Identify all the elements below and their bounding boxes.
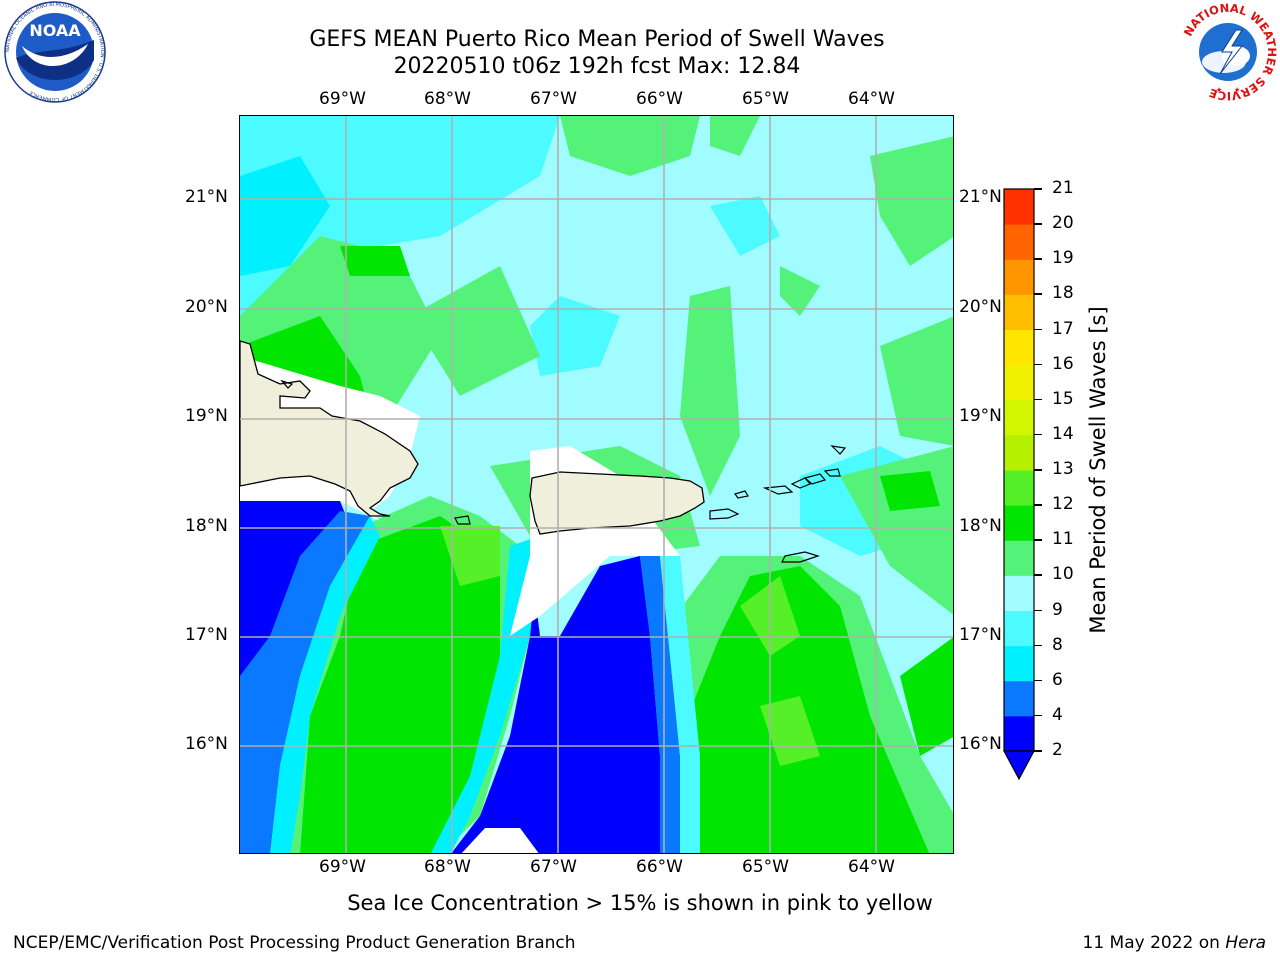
colorbar-under-arrow xyxy=(1002,750,1036,781)
swell-period-contours xyxy=(240,116,953,853)
colorbar-tick-label: 14 xyxy=(1052,423,1074,444)
colorbar-tick-label: 10 xyxy=(1052,564,1074,585)
colorbar-tick xyxy=(1034,188,1042,190)
lon-label-bottom-68w: 68°W xyxy=(424,857,471,877)
virgin-islands xyxy=(280,379,847,563)
lon-label-bottom-65w: 65°W xyxy=(742,857,789,877)
colorbar-segment xyxy=(1004,259,1034,295)
lon-label-top-67w: 67°W xyxy=(530,89,577,109)
lon-label-bottom-66w: 66°W xyxy=(636,857,683,877)
lat-label-right-21n: 21°N xyxy=(959,187,1002,207)
colorbar-segment xyxy=(1004,434,1034,471)
colorbar-segment xyxy=(1004,505,1034,541)
colorbar-segment xyxy=(1004,329,1034,366)
graticule xyxy=(240,116,953,853)
colorbar-tick xyxy=(1034,609,1042,611)
colorbar-tick xyxy=(1034,644,1042,647)
colorbar-segment xyxy=(1004,645,1034,682)
svg-text:★: ★ xyxy=(1216,86,1222,94)
noaa-text: NOAA xyxy=(29,21,81,40)
colorbar-tick xyxy=(1034,504,1042,506)
noaa-logo: NOAA NATIONAL OCEANIC AND ATMOSPHERIC AD… xyxy=(4,1,106,103)
colorbar-segment xyxy=(1004,294,1034,330)
colorbar-tick xyxy=(1034,433,1042,436)
producer-credit: NCEP/EMC/Verification Post Processing Pr… xyxy=(13,933,576,953)
colorbar-segment xyxy=(1004,715,1034,752)
svg-text:★: ★ xyxy=(1234,86,1240,94)
colorbar-tick xyxy=(1034,398,1042,401)
colorbar-tick-label: 2 xyxy=(1052,740,1063,760)
lon-label-bottom-67w: 67°W xyxy=(530,857,577,877)
colorbar-tick-label: 8 xyxy=(1052,634,1063,655)
lon-label-top-69w: 69°W xyxy=(319,89,366,109)
colorbar-segment xyxy=(1004,189,1034,225)
colorbar-tick xyxy=(1034,258,1042,260)
run-date-credit: 11 May 2022 on Hera xyxy=(1083,933,1267,953)
puerto-rico-land xyxy=(529,471,705,535)
lat-label-left-17n: 17°N xyxy=(185,625,228,645)
colorbar-tick-label: 18 xyxy=(1052,283,1074,304)
colorbar-tick-label: 16 xyxy=(1052,353,1074,374)
colorbar-tick-label: 17 xyxy=(1052,318,1074,339)
lat-label-left-16n: 16°N xyxy=(185,734,228,754)
colorbar-tick xyxy=(1034,293,1042,295)
colorbar-tick-label: 11 xyxy=(1052,529,1074,550)
lat-label-right-16n: 16°N xyxy=(959,734,1002,754)
lat-label-right-19n: 19°N xyxy=(959,406,1002,426)
lat-label-left-20n: 20°N xyxy=(185,297,228,317)
colorbar-title: Mean Period of Swell Waves [s] xyxy=(1086,306,1110,634)
colorbar-tick xyxy=(1034,223,1042,225)
colorbar-segment xyxy=(1004,399,1034,436)
colorbar-segment xyxy=(1004,540,1034,576)
colorbar-segment xyxy=(1004,224,1034,260)
colorbar-tick-label: 12 xyxy=(1052,494,1074,515)
colorbar-tick-label: 9 xyxy=(1052,599,1063,620)
colorbar-tick-label: 20 xyxy=(1052,213,1074,234)
colorbar-tick xyxy=(1034,574,1042,576)
colorbar-tick-label: 4 xyxy=(1052,704,1063,725)
lat-label-right-20n: 20°N xyxy=(959,297,1002,317)
lon-label-bottom-64w: 64°W xyxy=(848,857,895,877)
colorbar-tick xyxy=(1034,363,1042,366)
colorbar-segment xyxy=(1004,364,1034,401)
colorbar-tick-label: 15 xyxy=(1052,388,1074,409)
colorbar-segment xyxy=(1004,575,1034,611)
lat-label-left-21n: 21°N xyxy=(185,187,228,207)
colorbar-segment xyxy=(1004,610,1034,647)
chart-subtitle: 20220510 t06z 192h fcst Max: 12.84 xyxy=(393,54,801,79)
colorbar-tick xyxy=(1034,679,1042,682)
colorbar-tick xyxy=(1034,328,1042,330)
lon-label-top-65w: 65°W xyxy=(742,89,789,109)
colorbar xyxy=(1002,188,1036,781)
lon-label-bottom-69w: 69°W xyxy=(319,857,366,877)
colorbar-tick xyxy=(1034,469,1042,471)
run-date: 11 May 2022 on xyxy=(1082,933,1226,953)
host-name: Hera xyxy=(1225,933,1266,953)
colorbar-tick-label: 13 xyxy=(1052,459,1074,479)
colorbar-segment xyxy=(1004,680,1034,717)
colorbar-tick-label: 6 xyxy=(1052,669,1063,690)
lon-label-top-64w: 64°W xyxy=(848,89,895,109)
map-area xyxy=(239,115,954,854)
lon-label-top-66w: 66°W xyxy=(636,89,683,109)
colorbar-tick-label: 19 xyxy=(1052,248,1074,269)
lon-label-top-68w: 68°W xyxy=(424,89,471,109)
nws-logo: NATIONAL WEATHER SERVICE ★ ★ xyxy=(1178,1,1279,103)
lat-label-left-19n: 19°N xyxy=(185,406,228,426)
lat-label-left-18n: 18°N xyxy=(185,516,228,536)
colorbar-tick-label: 21 xyxy=(1052,178,1074,198)
colorbar-tick xyxy=(1034,539,1042,541)
colorbar-tick xyxy=(1034,714,1042,717)
colorbar-segment xyxy=(1004,470,1034,506)
chart-title: GEFS MEAN Puerto Rico Mean Period of Swe… xyxy=(309,27,885,52)
lat-label-right-17n: 17°N xyxy=(959,625,1002,645)
sea-ice-caption: Sea Ice Concentration > 15% is shown in … xyxy=(347,891,933,915)
colorbar-tick xyxy=(1034,750,1042,752)
lat-label-right-18n: 18°N xyxy=(959,516,1002,536)
